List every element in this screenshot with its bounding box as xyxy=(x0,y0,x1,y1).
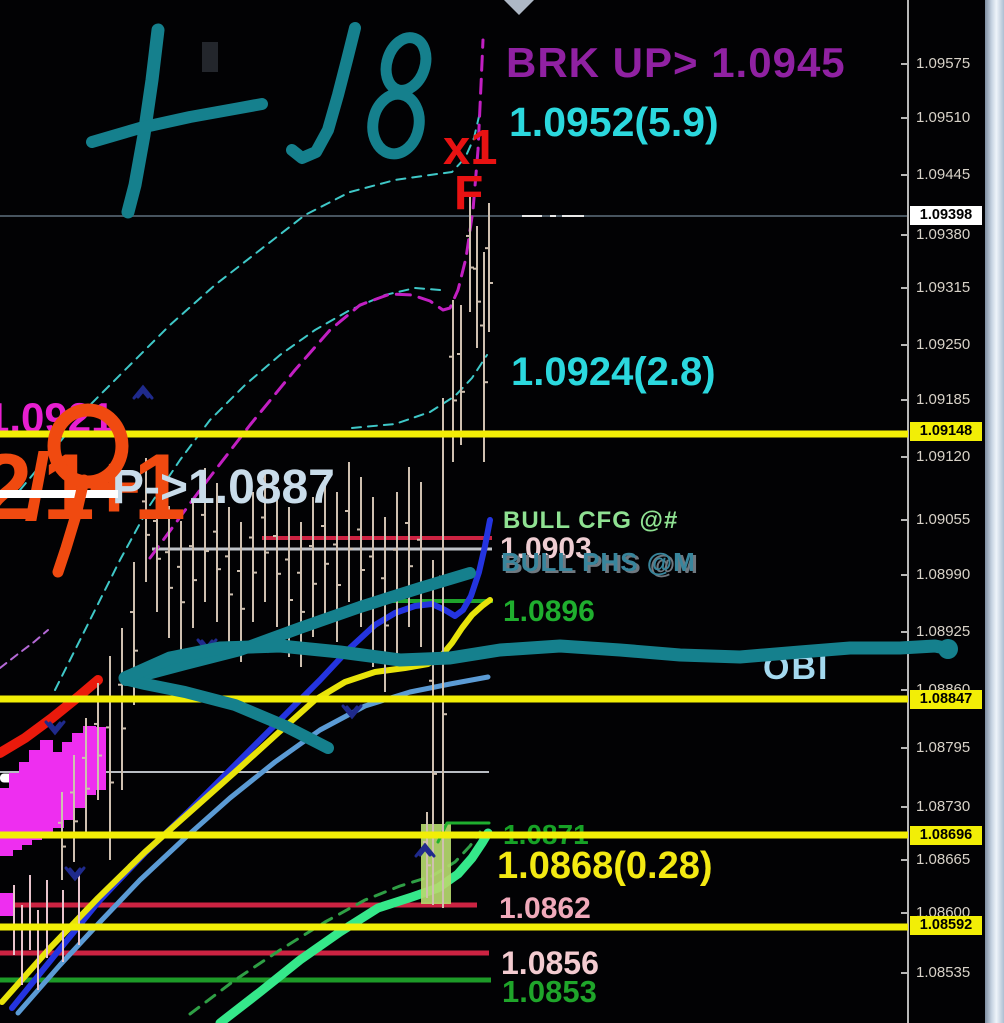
annotation-level-10862: 1.0862 xyxy=(499,892,591,925)
axis-price-box: 1.09398 xyxy=(910,206,982,225)
annotation-level-10921: 1.0921 xyxy=(0,394,115,441)
axis-price-label: 1.08535 xyxy=(916,964,971,981)
axis-price-label: 1.09575 xyxy=(916,55,971,72)
axis-price-box: 1.09148 xyxy=(910,422,982,441)
axis-price-label: 1.08925 xyxy=(916,623,971,640)
annotation-level-10903: 1.0903 xyxy=(500,532,592,565)
annotation-level-10896: 1.0896 xyxy=(503,595,595,628)
annotation-target-mid: 1.0924(2.8) xyxy=(511,350,716,394)
axis-price-label: 1.09510 xyxy=(916,109,971,126)
annotation-obi-label: OBI xyxy=(763,649,830,687)
axis-price-label: 1.09120 xyxy=(916,448,971,465)
axis-price-label: 1.09185 xyxy=(916,391,971,408)
axis-price-label: 1.09380 xyxy=(916,226,971,243)
annotation-pivot-label: P->1.0887 xyxy=(112,461,335,514)
annotation-breakout-label: BRK UP> 1.0945 xyxy=(506,39,846,86)
axis-price-box: 1.08592 xyxy=(910,916,982,935)
axis-price-label: 1.08665 xyxy=(916,851,971,868)
axis-price-label: 1.09055 xyxy=(916,511,971,528)
annotation-x1-marker: x1 xyxy=(443,121,498,175)
window-scrollbar-strip[interactable] xyxy=(985,0,1004,1023)
annotation-target-upper: 1.0952(5.9) xyxy=(509,99,719,145)
annotation-level-10853: 1.0853 xyxy=(502,974,597,1009)
annotation-bull-cfg: BULL CFG @# xyxy=(503,507,679,534)
axis-price-box: 1.08847 xyxy=(910,690,982,709)
annotation-target-lower: 1.0868(0.28) xyxy=(497,845,713,887)
annotation-f-marker: F xyxy=(454,167,484,220)
axis-price-label: 1.08730 xyxy=(916,798,971,815)
axis-price-label: 1.08990 xyxy=(916,566,971,583)
annotation-bull-phs: BULL PHS @M xyxy=(501,547,696,577)
axis-price-label: 1.08795 xyxy=(916,739,971,756)
axis-price-label: 1.09250 xyxy=(916,336,971,353)
annotation-level-10856: 1.0856 xyxy=(501,945,599,981)
axis-price-box: 1.08696 xyxy=(910,826,982,845)
axis-price-label: 1.09445 xyxy=(916,166,971,183)
axis-price-label: 1.09315 xyxy=(916,279,971,296)
